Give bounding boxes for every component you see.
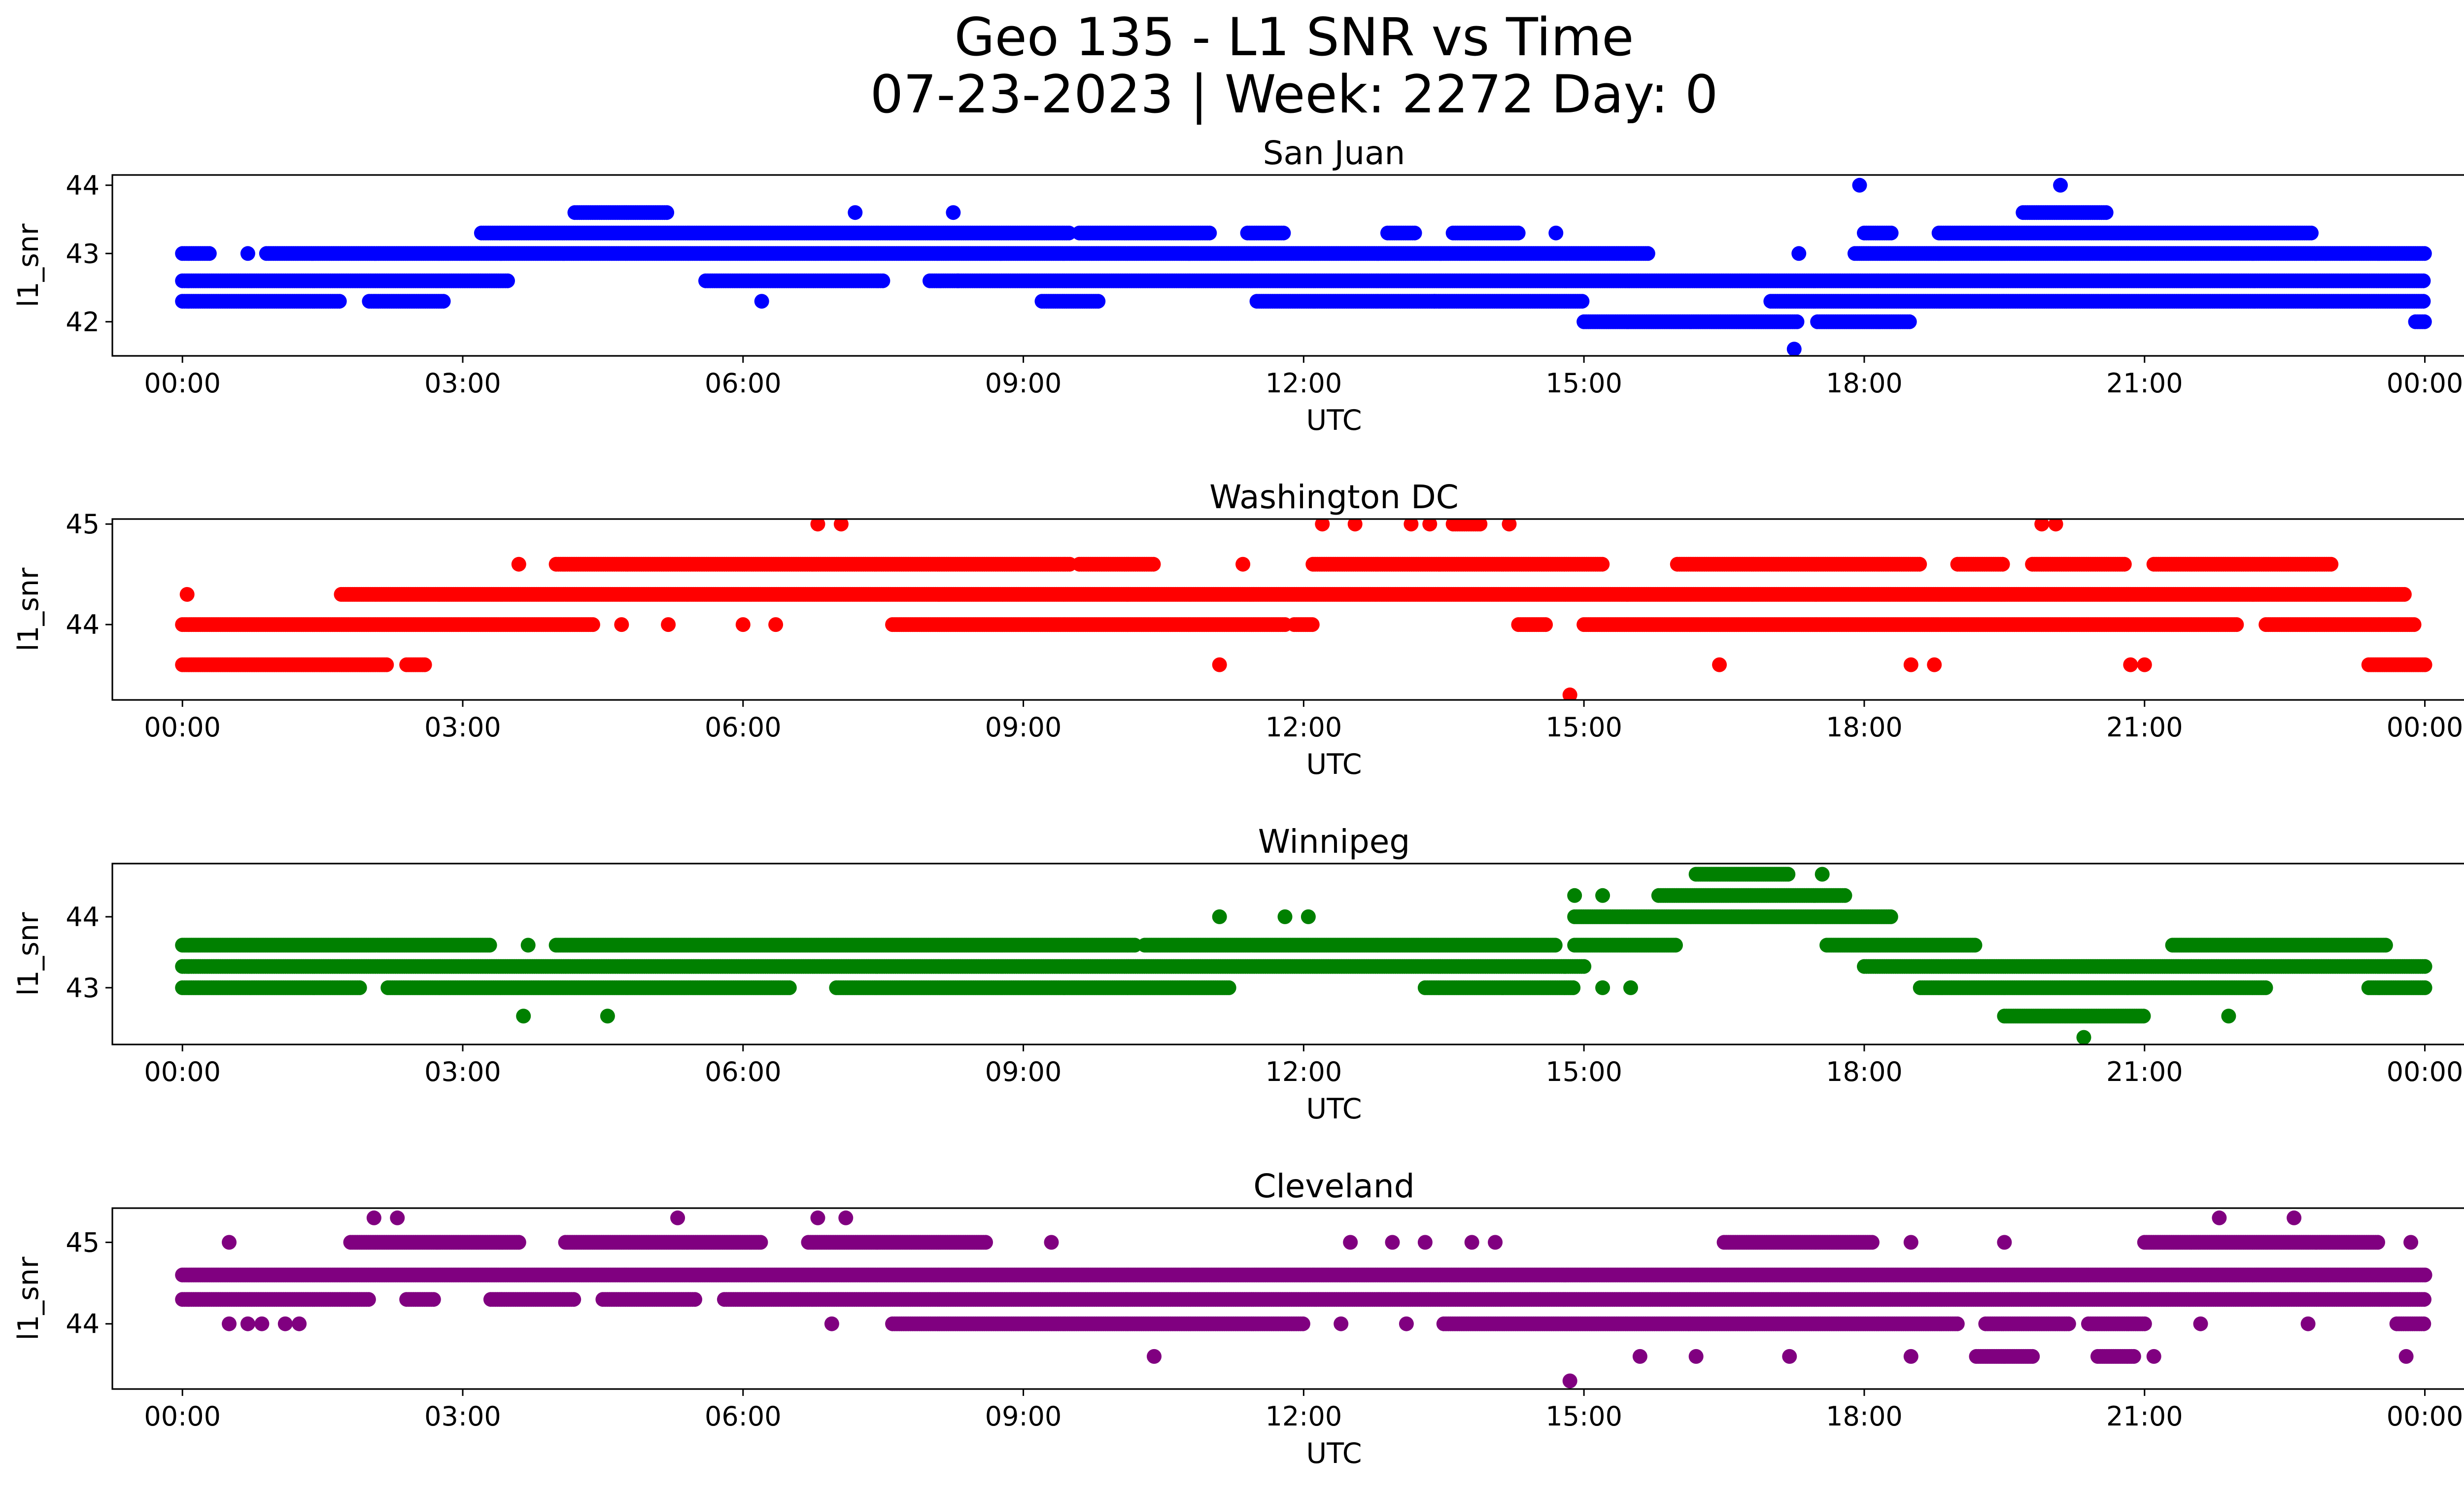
data-point xyxy=(2229,617,2244,632)
data-point xyxy=(332,294,347,309)
data-point xyxy=(946,205,961,220)
data-point xyxy=(2416,273,2431,288)
data-point xyxy=(2053,177,2068,193)
x-tick-label: 12:00 xyxy=(1266,368,1342,399)
x-tick-label: 00:00 xyxy=(2387,368,2464,399)
x-tick-label: 21:00 xyxy=(2106,368,2183,399)
data-point xyxy=(1407,225,1422,241)
data-point xyxy=(1574,294,1590,309)
data-point xyxy=(1789,314,1805,329)
data-point xyxy=(1786,342,1802,356)
data-point xyxy=(2406,617,2422,632)
data-point xyxy=(2098,205,2114,220)
x-tick-label: 00:00 xyxy=(144,368,221,399)
x-tick-label: 18:00 xyxy=(1826,368,1903,399)
data-point xyxy=(1304,617,1320,632)
data-point xyxy=(436,294,451,309)
data-point xyxy=(1202,225,1217,241)
data-point xyxy=(2417,657,2432,672)
data-point xyxy=(2416,294,2431,309)
y-tick-label: 44 xyxy=(66,170,100,201)
data-point xyxy=(2304,225,2319,241)
figure-title-line2: 07-23-2023 | Week: 2272 Day: 0 xyxy=(870,64,1718,125)
data-point xyxy=(585,617,600,632)
data-point xyxy=(1091,294,1106,309)
data-point xyxy=(1902,314,1917,329)
data-point xyxy=(1548,225,1564,241)
figure-title-line1: Geo 135 - L1 SNR vs Time xyxy=(954,7,1634,68)
data-point xyxy=(1791,246,1807,261)
data-point xyxy=(848,205,863,220)
data-point xyxy=(202,246,217,261)
panel-san-juan: San Juan 00:00 03:00 06:00 09:00 12:00 15:00 18… xyxy=(12,134,2464,437)
data-point xyxy=(417,657,432,672)
y-tick-label: 42 xyxy=(66,307,100,338)
subplots: San Juan 00:00 03:00 06:00 09:00 12:00 15:00 18… xyxy=(12,134,2464,1470)
x-tick-label: 06:00 xyxy=(705,368,782,399)
data-point xyxy=(1276,225,1291,241)
data-point xyxy=(500,273,515,288)
data-point xyxy=(379,657,394,672)
x-axis-label: UTC xyxy=(1306,404,1362,437)
data-point xyxy=(754,294,769,309)
data-point xyxy=(659,205,675,220)
data-point xyxy=(1852,177,1867,193)
data-series xyxy=(175,177,2432,356)
data-series xyxy=(175,519,2432,700)
data-point xyxy=(2417,314,2432,329)
axes-frame xyxy=(111,174,2464,357)
data-point xyxy=(950,273,965,288)
data-point xyxy=(2396,587,2412,602)
data-point xyxy=(1640,246,1655,261)
x-tick-label: 03:00 xyxy=(424,368,501,399)
data-point xyxy=(1538,617,1553,632)
data-point xyxy=(1427,294,1442,309)
data-point xyxy=(1883,225,1899,241)
y-axis-label: l1_snr xyxy=(12,223,45,307)
data-point xyxy=(1061,225,1077,241)
panel-title: San Juan xyxy=(1263,134,1405,172)
x-tick-label: 09:00 xyxy=(985,368,1062,399)
panel-title: Washington DC xyxy=(1209,478,1459,516)
y-tick-label: 43 xyxy=(66,238,100,269)
data-point xyxy=(875,273,890,288)
data-point xyxy=(1510,225,1526,241)
x-tick-label: 15:00 xyxy=(1545,368,1622,399)
data-point xyxy=(240,246,255,261)
data-point xyxy=(2417,246,2432,261)
